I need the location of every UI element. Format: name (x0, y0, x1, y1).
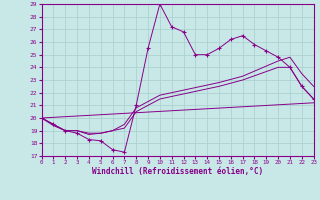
X-axis label: Windchill (Refroidissement éolien,°C): Windchill (Refroidissement éolien,°C) (92, 167, 263, 176)
